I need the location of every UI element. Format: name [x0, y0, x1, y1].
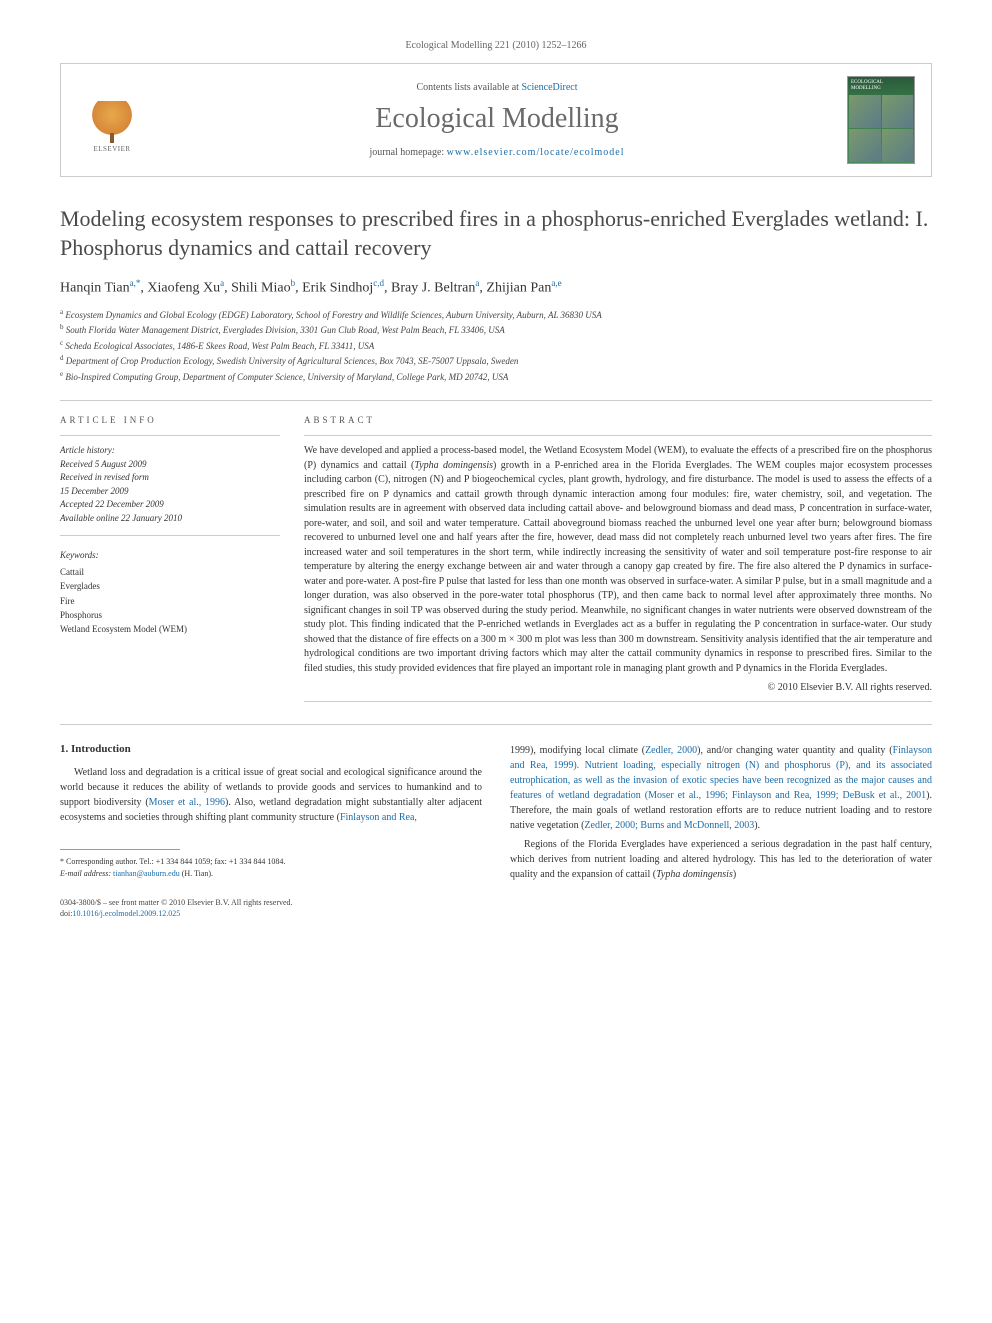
journal-title: Ecological Modelling	[167, 103, 827, 135]
elsevier-tree-icon	[92, 101, 132, 141]
email-label: E-mail address:	[60, 869, 113, 878]
citation-link[interactable]: Finlayson and Rea,	[340, 812, 417, 823]
body-column-right: 1999), modifying local climate (Zedler, …	[510, 743, 932, 919]
abstract-header: ABSTRACT	[304, 415, 932, 425]
sciencedirect-link[interactable]: ScienceDirect	[521, 82, 577, 93]
cover-thumb	[849, 95, 881, 128]
citation-link[interactable]: Moser et al., 1996; Finlayson and Rea, 1…	[648, 790, 926, 801]
keyword-item: Fire	[60, 594, 280, 608]
keyword-item: Wetland Ecosystem Model (WEM)	[60, 622, 280, 636]
divider	[304, 435, 932, 436]
publisher-logo-wrap: ELSEVIER	[77, 85, 147, 155]
keywords-block: Keywords: CattailEvergladesFirePhosphoru…	[60, 548, 280, 636]
journal-header-box: ELSEVIER Contents lists available at Sci…	[60, 63, 932, 177]
cover-thumb	[849, 129, 881, 162]
homepage-line: journal homepage: www.elsevier.com/locat…	[167, 147, 827, 158]
journal-center: Contents lists available at ScienceDirec…	[147, 82, 847, 158]
footnote-corr: * Corresponding author. Tel.: +1 334 844…	[60, 856, 482, 867]
history-line: Received 5 August 2009	[60, 458, 280, 472]
authors-line: Hanqin Tiana,*, Xiaofeng Xua, Shili Miao…	[60, 278, 932, 297]
divider	[60, 435, 280, 436]
affiliation-line: b South Florida Water Management Distric…	[60, 322, 932, 338]
history-label: Article history:	[60, 444, 280, 458]
citation-link[interactable]: Moser et al., 1996	[149, 797, 225, 808]
journal-cover-thumbnail: ECOLOGICAL MODELLING	[847, 76, 915, 164]
history-line: Accepted 22 December 2009	[60, 498, 280, 512]
keyword-item: Phosphorus	[60, 608, 280, 622]
keyword-item: Cattail	[60, 565, 280, 579]
publisher-name: ELSEVIER	[93, 145, 130, 153]
corresponding-author-footnote: * Corresponding author. Tel.: +1 334 844…	[60, 856, 482, 878]
keywords-label: Keywords:	[60, 548, 280, 562]
history-line: Available online 22 January 2010	[60, 512, 280, 526]
article-info-column: ARTICLE INFO Article history: Received 5…	[60, 415, 280, 702]
info-abstract-row: ARTICLE INFO Article history: Received 5…	[60, 415, 932, 702]
homepage-prefix: journal homepage:	[369, 147, 446, 158]
doi-prefix: doi:	[60, 909, 72, 918]
affiliation-line: e Bio-Inspired Computing Group, Departme…	[60, 369, 932, 385]
email-link[interactable]: tianhan@auburn.edu	[113, 869, 180, 878]
doi-link[interactable]: 10.1016/j.ecolmodel.2009.12.025	[72, 909, 180, 918]
copyright-line: © 2010 Elsevier B.V. All rights reserved…	[304, 682, 932, 693]
cover-thumb	[882, 129, 914, 162]
abstract-text: We have developed and applied a process-…	[304, 444, 932, 676]
body-paragraph: Regions of the Florida Everglades have e…	[510, 837, 932, 882]
body-columns: 1. Introduction Wetland loss and degrada…	[60, 743, 932, 919]
article-info-header: ARTICLE INFO	[60, 415, 280, 425]
keyword-item: Everglades	[60, 579, 280, 593]
affiliation-line: d Department of Crop Production Ecology,…	[60, 353, 932, 369]
elsevier-logo: ELSEVIER	[84, 99, 140, 155]
footer-block: 0304-3800/$ – see front matter © 2010 El…	[60, 897, 482, 919]
running-header: Ecological Modelling 221 (2010) 1252–126…	[60, 40, 932, 51]
homepage-link[interactable]: www.elsevier.com/locate/ecolmodel	[447, 147, 625, 158]
citation-link[interactable]: Zedler, 2000	[645, 745, 697, 756]
article-history-block: Article history: Received 5 August 2009R…	[60, 444, 280, 536]
front-matter-line: 0304-3800/$ – see front matter © 2010 El…	[60, 897, 482, 908]
citation-link[interactable]: Zedler, 2000; Burns and McDonnell, 2003	[584, 820, 754, 831]
body-column-left: 1. Introduction Wetland loss and degrada…	[60, 743, 482, 919]
doi-line: doi:10.1016/j.ecolmodel.2009.12.025	[60, 908, 482, 919]
intro-heading: 1. Introduction	[60, 743, 482, 755]
email-suffix: (H. Tian).	[180, 869, 213, 878]
history-line: 15 December 2009	[60, 485, 280, 499]
article-title: Modeling ecosystem responses to prescrib…	[60, 205, 932, 262]
footnote-email-line: E-mail address: tianhan@auburn.edu (H. T…	[60, 868, 482, 879]
body-paragraph: 1999), modifying local climate (Zedler, …	[510, 743, 932, 833]
abstract-column: ABSTRACT We have developed and applied a…	[304, 415, 932, 702]
cover-images	[848, 94, 914, 163]
cover-thumb	[882, 95, 914, 128]
affiliations-list: a Ecosystem Dynamics and Global Ecology …	[60, 307, 932, 385]
contents-prefix: Contents lists available at	[416, 82, 521, 93]
body-paragraph: Wetland loss and degradation is a critic…	[60, 765, 482, 825]
divider	[304, 701, 932, 702]
divider	[60, 400, 932, 401]
footnote-divider	[60, 849, 180, 850]
cover-title: ECOLOGICAL MODELLING	[848, 77, 914, 94]
affiliation-line: a Ecosystem Dynamics and Global Ecology …	[60, 307, 932, 323]
affiliation-line: c Scheda Ecological Associates, 1486-E S…	[60, 338, 932, 354]
history-line: Received in revised form	[60, 471, 280, 485]
divider	[60, 724, 932, 725]
contents-line: Contents lists available at ScienceDirec…	[167, 82, 827, 93]
